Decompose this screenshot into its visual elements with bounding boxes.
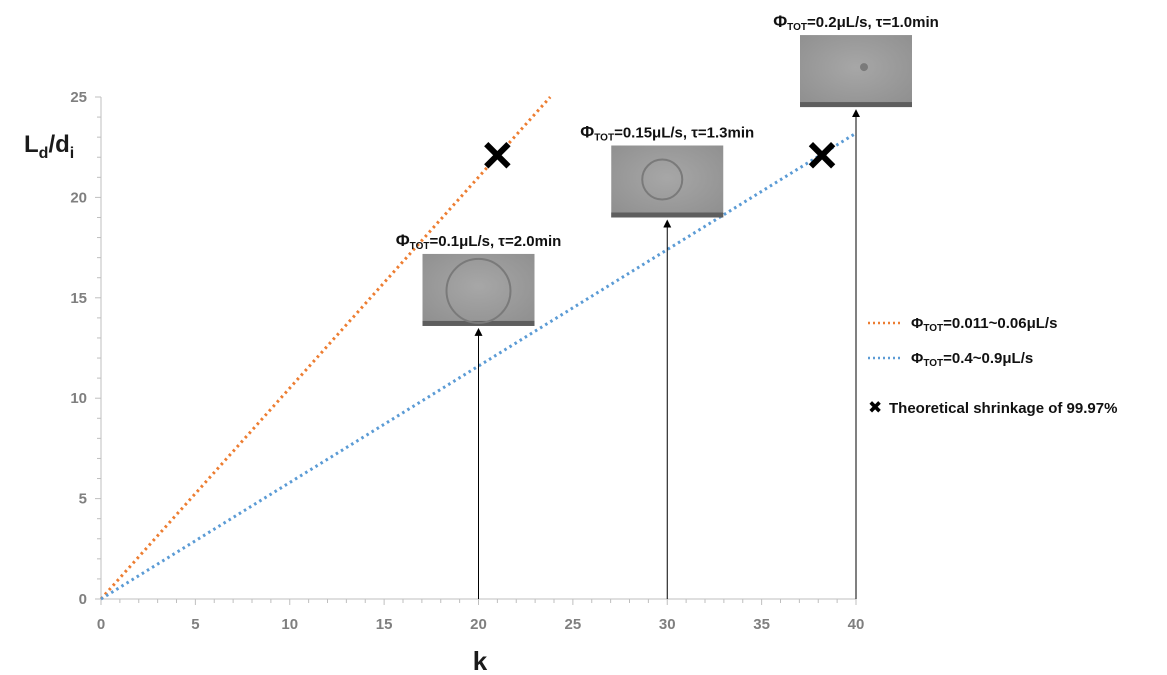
- x-tick-label: 20: [470, 616, 487, 633]
- channel-wall: [800, 102, 912, 108]
- droplet-outline: [860, 63, 868, 72]
- micrograph-background: [422, 253, 535, 326]
- micrograph-background: [800, 35, 912, 108]
- legend: ΦTOT=0.011~0.06μL/s ΦTOT=0.4~0.9μL/s ✖ T…: [868, 315, 1117, 417]
- y-tick-label: 0: [79, 591, 87, 608]
- marker-layer: [484, 141, 836, 169]
- y-tick-label: 10: [70, 390, 87, 407]
- x-tick-label: 10: [281, 616, 298, 633]
- marker-stroke: [808, 141, 836, 169]
- legend-label-marker: Theoretical shrinkage of 99.97%: [889, 400, 1117, 417]
- y-tick-label: 15: [70, 290, 87, 307]
- x-tick-label: 0: [97, 616, 105, 633]
- legend-label-orange: ΦTOT=0.011~0.06μL/s: [911, 315, 1057, 334]
- y-tick-label: 25: [70, 89, 87, 106]
- legend-marker-symbol: ✖: [868, 398, 882, 417]
- x-tick-label: 35: [753, 616, 770, 633]
- marker-stroke: [484, 141, 511, 169]
- droplet-outline: [641, 158, 684, 201]
- micrograph-image: [800, 35, 912, 108]
- y-axis-title: Ld/di: [24, 131, 74, 162]
- legend-label-blue: ΦTOT=0.4~0.9μL/s: [911, 350, 1033, 369]
- x-tick-labels: 0 5 10 15 20 25 30 35 40: [97, 616, 865, 633]
- y-tick-label: 5: [79, 491, 87, 508]
- series-layer: [99, 95, 857, 601]
- y-tick-label: 20: [70, 189, 87, 206]
- series-line-orange: [99, 95, 552, 601]
- channel-wall: [611, 212, 724, 218]
- micrograph-background: [611, 145, 724, 218]
- x-tick-label: 25: [565, 616, 582, 633]
- series-line-blue: [100, 131, 857, 601]
- x-tick-label: 40: [848, 616, 865, 633]
- x-axis-title: k: [473, 646, 488, 675]
- annotation-label: ΦTOT=0.15μL/s, τ=1.3min: [580, 123, 754, 144]
- y-tick-labels: 0 5 10 15 20 25: [70, 89, 87, 608]
- x-tick-label: 15: [376, 616, 393, 633]
- axes: [95, 96, 857, 605]
- annotation-layer: ΦTOT=0.1μL/s, τ=2.0min ΦTOT=0.15μL/s, τ=1…: [396, 12, 939, 599]
- micrograph-image: [422, 253, 535, 326]
- micrograph-image: [611, 145, 724, 218]
- annotation-label: ΦTOT=0.2μL/s, τ=1.0min: [773, 12, 939, 33]
- x-tick-label: 30: [659, 616, 676, 633]
- x-tick-label: 5: [191, 616, 199, 633]
- shrinkage-marker: [484, 141, 511, 169]
- annotation-label: ΦTOT=0.1μL/s, τ=2.0min: [396, 231, 562, 252]
- shrinkage-marker: [808, 141, 836, 169]
- droplet-outline: [445, 257, 512, 324]
